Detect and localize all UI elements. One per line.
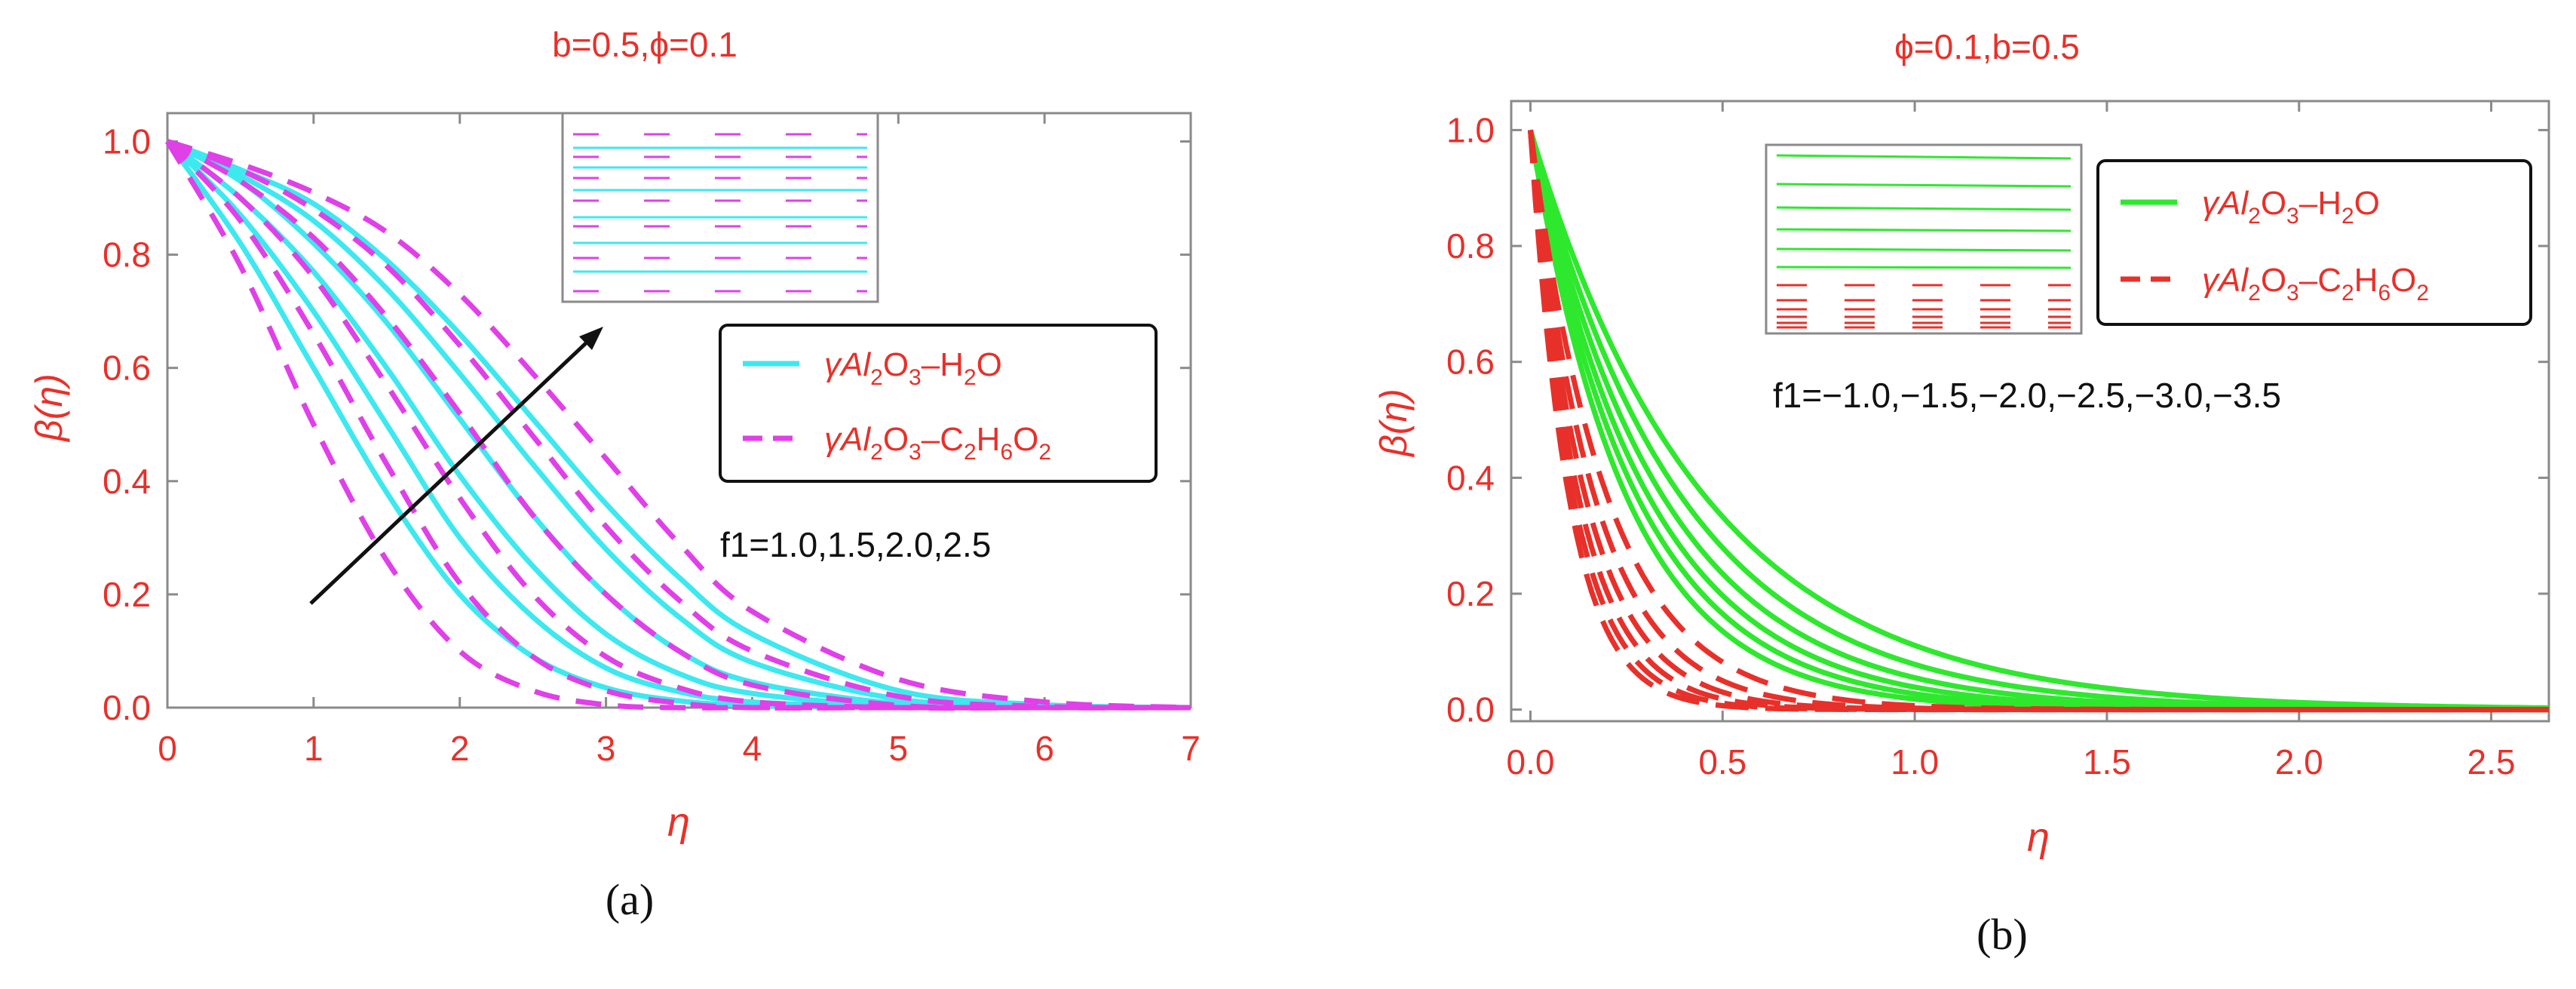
chart-a-legend-box	[719, 324, 1158, 483]
chart-a-title: b=0.5,ϕ=0.1	[552, 25, 738, 64]
chart-a-x-tick-label: 4	[743, 729, 762, 768]
chart-b-inset-sample-line	[1776, 206, 2072, 211]
chart-a-annotation: f1=1.0,1.5,2.0,2.5	[720, 525, 991, 564]
chart-b-y-tick-label: 0.6	[1446, 342, 1495, 382]
chart-a-series-line-11	[166, 139, 1191, 711]
chart-b-x-tick-label: 2.0	[2275, 742, 2323, 782]
chart-a-y-axis-label: β(η)	[28, 373, 70, 443]
chart-b-title: ϕ=0.1,b=0.5	[1894, 27, 2080, 66]
chart-a-legend-label-c2h6o2: γAl2O3–C2H6O2	[824, 421, 1051, 465]
chart-a-x-tick-label: 7	[1181, 729, 1201, 768]
chart-b-x-tick-label: 1.0	[1891, 742, 1939, 782]
chart-b-y-tick-labels: 0.0 0.2 0.4 0.6 0.8 1.0	[1446, 110, 1495, 729]
chart-b-y-tick-label: 0.4	[1446, 458, 1495, 497]
chart-a-legend: γAl2O3–H2O γAl2O3–C2H6O2	[719, 324, 1158, 483]
chart-b-inset-sample-line	[1776, 183, 2072, 188]
chart-b-y-tick-label: 0.2	[1446, 574, 1495, 613]
chart-b-inset-frame	[1765, 143, 2083, 335]
chart-a-x-tick-label: 3	[596, 729, 616, 768]
chart-a-series-line-10	[166, 139, 1191, 711]
chart-b-y-axis-label: β(η)	[1372, 389, 1415, 458]
chart-b-x-tick-label: 0.5	[1698, 742, 1746, 782]
chart-a-y-tick-labels: 0.0 0.2 0.4 0.6 0.8 1.0	[103, 122, 151, 727]
chart-b-y-tick-label: 1.0	[1446, 110, 1495, 149]
chart-b-x-tick-labels: 0.0 0.5 1.0 1.5 2.0 2.5	[1507, 742, 2516, 782]
chart-a-y-tick-label: 1.0	[103, 122, 151, 161]
chart-a-panel-label: (a)	[606, 875, 654, 924]
chart-a-arrow-shaft	[309, 339, 590, 605]
chart-a-inset-box	[561, 112, 879, 303]
chart-b-plot-frame	[1510, 100, 2550, 723]
chart-b-legend-label-h2o: γAl2O3–H2O	[2202, 185, 2380, 229]
chart-a-x-tick-label: 6	[1035, 729, 1054, 768]
chart-a-series-line-9	[165, 139, 1191, 711]
chart-a-series-line-8	[165, 140, 1191, 711]
chart-a-inset-samples	[573, 133, 867, 293]
chart-b-axis-ticks	[1511, 101, 2549, 721]
chart-a-inset-frame	[561, 112, 879, 303]
chart-a-x-tick-label: 2	[450, 729, 470, 768]
chart-a-y-tick-label: 0.0	[103, 688, 151, 727]
chart-b-x-tick-label: 2.5	[2467, 742, 2516, 782]
chart-b-x-tick-label: 1.5	[2083, 742, 2131, 782]
chart-b-y-tick-label: 0.0	[1446, 690, 1495, 729]
chart-b-legend-label-c2h6o2: γAl2O3–C2H6O2	[2202, 262, 2429, 306]
chart-a-arrow-head	[579, 327, 603, 350]
chart-b-inset-sample-line	[1776, 247, 2072, 252]
chart-a-curves	[164, 139, 1191, 711]
chart-a-y-tick-label: 0.8	[103, 235, 151, 275]
chart-b-inset-sample-line	[1776, 154, 2072, 160]
chart-b-series-line-12	[1528, 130, 2549, 713]
chart-b-inset-samples	[1776, 154, 2072, 329]
chart-a-x-axis-label: η	[667, 800, 690, 845]
chart-a-arrow	[309, 327, 603, 605]
chart-b-curves	[1528, 129, 2550, 713]
chart-b-inset-box	[1765, 143, 2083, 335]
chart-a-series-line-12	[166, 139, 1191, 711]
chart-b-inset-sample-line	[1776, 228, 2072, 232]
chart-b-inset-sample-line	[1776, 266, 2072, 269]
chart-a-series-line-6	[166, 139, 1191, 711]
chart-b-x-axis-label: η	[2027, 815, 2050, 860]
chart-a-legend-label-h2o: γAl2O3–H2O	[824, 346, 1002, 390]
chart-a-y-tick-label: 0.4	[103, 462, 151, 501]
chart-b-legend-box	[2096, 159, 2532, 326]
chart-a-y-tick-label: 0.2	[103, 575, 151, 614]
chart-b-x-tick-label: 0.0	[1507, 742, 1555, 782]
chart-a-y-tick-label: 0.6	[103, 349, 151, 388]
chart-panel-b: ϕ=0.1,b=0.5 0.0 0.2 0.4 0.6 0.8 1.0 0.0 0.5 1.0…	[1372, 27, 2550, 959]
chart-a-x-tick-labels: 0 1 2 3 4 5 6 7	[158, 729, 1201, 768]
chart-b-annotation: f1=−1.0,−1.5,−2.0,−2.5,−3.0,−3.5	[1773, 376, 2281, 415]
chart-a-x-tick-label: 0	[158, 729, 177, 768]
chart-b-y-tick-label: 0.8	[1446, 226, 1495, 266]
chart-b-legend: γAl2O3–H2O γAl2O3–C2H6O2	[2096, 159, 2532, 326]
chart-a-x-tick-label: 5	[888, 729, 908, 768]
chart-b-panel-label: (b)	[1976, 910, 2028, 959]
chart-a-x-tick-label: 1	[304, 729, 324, 768]
